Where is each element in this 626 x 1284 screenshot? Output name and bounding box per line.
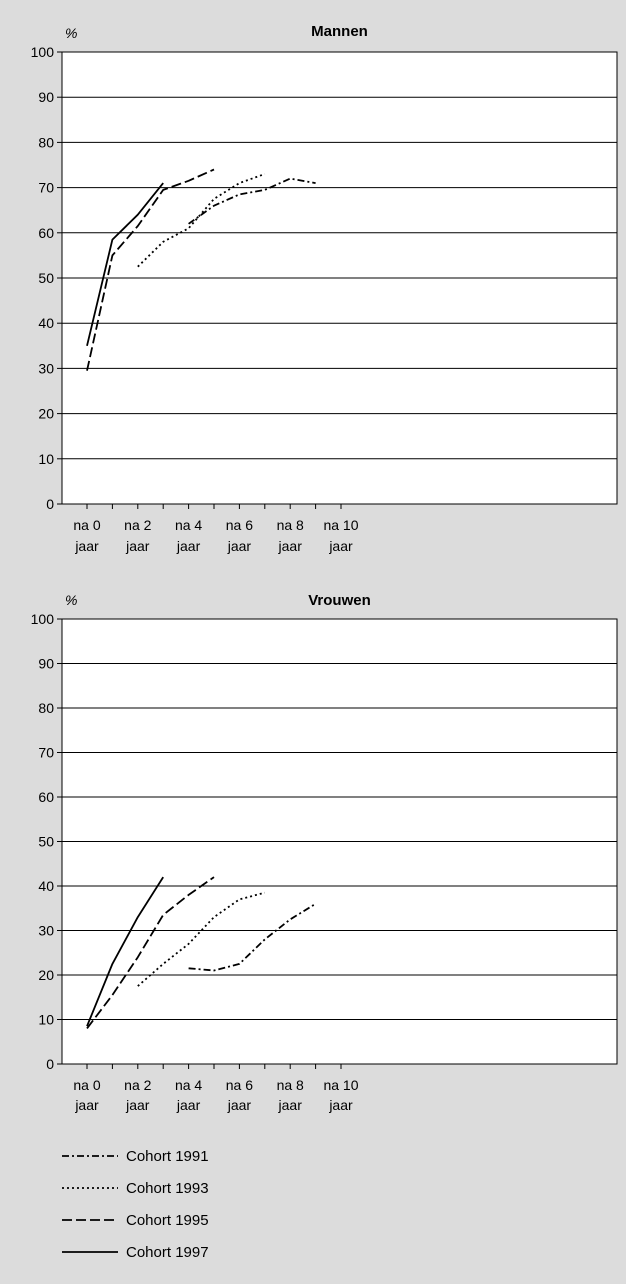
x-tick-label: na 0 (73, 517, 100, 533)
x-tick-label-unit: jaar (328, 1097, 353, 1113)
x-tick-label: na 8 (277, 1077, 304, 1093)
y-axis-label: % (65, 592, 77, 608)
x-tick-label: na 10 (323, 517, 358, 533)
y-tick-label: 40 (38, 315, 54, 331)
y-tick-label: 50 (38, 834, 54, 850)
series-line-cohort-1997 (86, 182, 164, 347)
legend-label: Cohort 1991 (126, 1148, 209, 1165)
x-tick-label: na 0 (73, 1077, 100, 1093)
legend-label: Cohort 1993 (126, 1180, 209, 1197)
y-tick-label: 50 (38, 270, 54, 286)
x-tick-label: na 6 (226, 517, 253, 533)
x-tick-label: na 10 (323, 1077, 358, 1093)
series-line-cohort-1991 (188, 903, 317, 972)
x-tick-label-unit: jaar (74, 538, 99, 554)
y-tick-label: 80 (38, 134, 54, 150)
series-line-cohort-1995 (86, 168, 215, 371)
y-tick-label: 100 (31, 44, 55, 60)
legend-label: Cohort 1995 (126, 1212, 209, 1229)
x-tick-label: na 8 (277, 517, 304, 533)
chart-title: Mannen (311, 23, 368, 40)
y-tick-label: 20 (38, 967, 54, 983)
series-line-cohort-1997 (86, 876, 164, 1027)
x-tick-label: na 2 (124, 517, 151, 533)
series-line-cohort-1991 (188, 177, 316, 225)
y-tick-label: 30 (38, 360, 54, 376)
y-tick-label: 70 (38, 180, 54, 196)
x-tick-label: na 4 (175, 1077, 202, 1093)
y-tick-label: 10 (38, 451, 54, 467)
y-axis-label: % (65, 25, 77, 41)
series-line-cohort-1995 (86, 876, 215, 1029)
x-tick-label: na 2 (124, 1077, 151, 1093)
x-tick-label-unit: jaar (278, 538, 303, 554)
y-tick-label: 30 (38, 923, 54, 939)
x-tick-label-unit: jaar (227, 1097, 252, 1113)
y-tick-label: 60 (38, 225, 54, 241)
x-tick-label: na 6 (226, 1077, 253, 1093)
y-tick-label: 0 (46, 1056, 54, 1072)
legend-label: Cohort 1997 (126, 1244, 209, 1261)
y-tick-label: 10 (38, 1012, 54, 1028)
plot-frame (61, 51, 618, 505)
y-tick-label: 80 (38, 700, 54, 716)
x-tick-label-unit: jaar (278, 1097, 303, 1113)
y-tick-label: 40 (38, 878, 54, 894)
y-tick-label: 70 (38, 745, 54, 761)
x-tick-label: na 4 (175, 517, 202, 533)
x-tick-label-unit: jaar (328, 538, 353, 554)
y-tick-label: 0 (46, 496, 54, 512)
y-tick-label: 90 (38, 656, 54, 672)
y-tick-label: 100 (31, 611, 55, 627)
x-tick-label-unit: jaar (74, 1097, 99, 1113)
x-tick-label-unit: jaar (227, 538, 252, 554)
chart-title: Vrouwen (308, 592, 371, 609)
x-tick-label-unit: jaar (125, 1097, 150, 1113)
y-tick-label: 20 (38, 406, 54, 422)
y-tick-label: 90 (38, 89, 54, 105)
plot-frame (61, 618, 618, 1065)
x-tick-label-unit: jaar (125, 538, 150, 554)
x-tick-label-unit: jaar (176, 538, 201, 554)
y-tick-label: 60 (38, 789, 54, 805)
x-tick-label-unit: jaar (176, 1097, 201, 1113)
